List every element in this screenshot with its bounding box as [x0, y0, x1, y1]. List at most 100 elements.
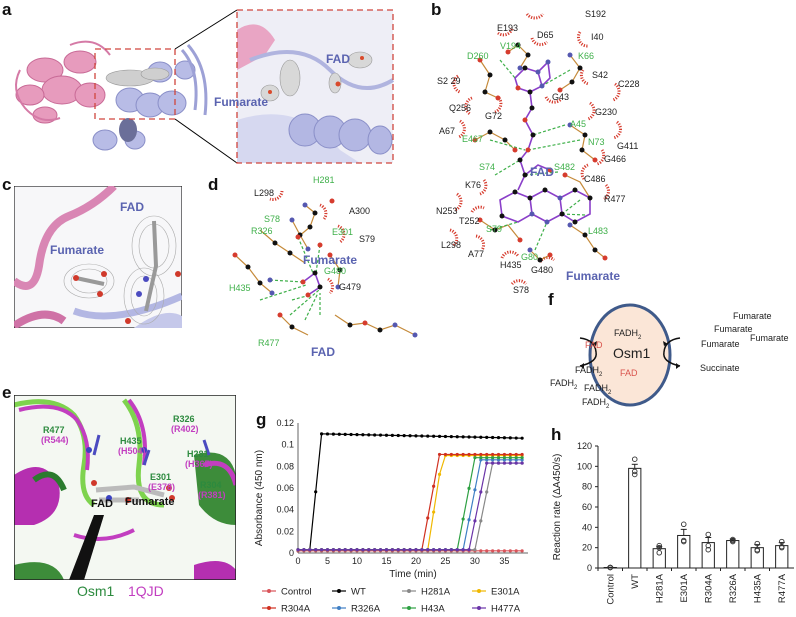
panel-f-fumarate-pool-2: Fumarate [714, 324, 753, 334]
residue-label: S2 29 [437, 76, 461, 86]
residue-1qjd-label: (E378) [148, 482, 176, 492]
residue-label: S78 [513, 285, 530, 295]
residue-label: G72 [485, 111, 503, 121]
svg-text:R326A: R326A [728, 573, 739, 603]
residue-osm1-label: R477 [43, 425, 65, 435]
panel-f-fadh2-pool-1: FADH2 [550, 378, 578, 391]
residue-osm1-label: R304 [200, 480, 222, 490]
svg-text:0.02: 0.02 [276, 526, 294, 536]
svg-text:H477A: H477A [491, 604, 521, 615]
svg-text:H281A: H281A [421, 587, 451, 598]
panel-label-a: a [2, 0, 12, 19]
residue-label: R326 [251, 226, 273, 236]
residue-label: C228 [618, 79, 640, 89]
residue-label: D65 [537, 30, 554, 40]
panel-a-fad-label: FAD [326, 52, 350, 66]
residue-osm1-label: H435 [120, 436, 142, 446]
svg-text:20: 20 [582, 543, 592, 553]
residue-label: K66 [578, 51, 595, 61]
svg-text:10: 10 [352, 556, 362, 566]
svg-text:E301A: E301A [679, 573, 690, 602]
svg-text:30: 30 [470, 556, 480, 566]
panel-g-line-chart: 0 0.02 0.04 0.06 0.08 0.1 0.12 0 5 10 15 20 25 30 35 Ti… [254, 418, 528, 615]
residue-osm1-label: R326 [173, 414, 195, 424]
residue-label: L298 [254, 188, 275, 198]
svg-text:E301A: E301A [491, 587, 520, 598]
residue-label: A77 [468, 249, 485, 259]
residue-label: E467 [462, 134, 484, 144]
residue-label: G411 [617, 141, 639, 151]
svg-text:0.12: 0.12 [276, 418, 294, 428]
residue-label: D260 [467, 51, 489, 61]
panel-h-bar-chart: 0 20 40 60 80 100 120 Reaction rate (ΔA450/s) Co… [552, 441, 794, 605]
residue-label: E301 [332, 227, 354, 237]
panel-b-ligplot [449, 12, 622, 286]
panel-b-fumarate-label: Fumarate [566, 269, 621, 283]
residue-label: G480 [324, 266, 347, 276]
svg-text:60: 60 [582, 502, 592, 512]
panel-label-e: e [2, 383, 12, 402]
residue-label: G230 [595, 107, 618, 117]
residue-label: A300 [349, 206, 371, 216]
panel-a-fumarate-label: Fumarate [214, 95, 269, 109]
panel-label-c: c [2, 175, 12, 194]
panel-label-h: h [551, 425, 562, 444]
panel-f-fumarate-pool-1: Fumarate [733, 311, 772, 321]
svg-text:R304A: R304A [281, 604, 311, 615]
svg-text:Control: Control [605, 574, 616, 605]
residue-1qjd-label: (R544) [41, 435, 69, 445]
panel-f-succinate: Succinate [700, 363, 740, 373]
panel-f-fumarate-pool-3: Fumarate [750, 333, 789, 343]
svg-text:H435A: H435A [752, 573, 763, 603]
residue-label: Q256 [449, 103, 472, 113]
svg-text:25: 25 [440, 556, 450, 566]
residue-label: T252 [459, 216, 480, 226]
svg-text:Time (min): Time (min) [389, 569, 436, 580]
svg-text:R477A: R477A [777, 573, 788, 603]
svg-text:35: 35 [499, 556, 509, 566]
panel-e-fumarate-label: Fumarate [125, 496, 175, 508]
panel-f-fad-left: FAD [585, 340, 603, 350]
panel-e-overlay [14, 395, 236, 580]
residue-label: G43 [552, 92, 570, 102]
panel-label-f: f [548, 290, 554, 309]
svg-text:WT: WT [351, 587, 366, 598]
panel-label-b: b [431, 0, 442, 19]
residue-label: A67 [439, 126, 456, 136]
panel-f-enzyme-label: Osm1 [613, 345, 651, 361]
panel-f-fadh2-inside: FADH2 [614, 328, 642, 341]
svg-text:5: 5 [325, 556, 330, 566]
svg-text:R326A: R326A [351, 604, 381, 615]
svg-text:R304A: R304A [703, 573, 714, 603]
svg-text:0.06: 0.06 [276, 483, 294, 493]
residue-label: S79 [486, 224, 503, 234]
residue-label: S482 [554, 162, 576, 172]
residue-1qjd-label: (R402) [171, 424, 199, 434]
svg-text:Absorbance (450 nm): Absorbance (450 nm) [254, 450, 265, 546]
panel-label-g: g [256, 410, 267, 429]
svg-text:100: 100 [577, 461, 592, 471]
residue-label: H435 [500, 260, 522, 270]
residue-label: K76 [465, 180, 482, 190]
residue-label: G480 [531, 265, 554, 275]
panel-f-fad-inside: FAD [620, 368, 638, 378]
residue-label: S192 [585, 9, 607, 19]
residue-label: I40 [591, 32, 604, 42]
panel-d-fad-label: FAD [311, 345, 335, 359]
svg-text:0: 0 [289, 548, 294, 558]
panel-f-diagram [579, 303, 681, 407]
residue-1qjd-label: (R381) [198, 490, 226, 500]
panel-e-fad-label: FAD [91, 498, 113, 510]
svg-text:20: 20 [411, 556, 421, 566]
panel-d-ligplot [232, 190, 418, 338]
residue-label: L483 [588, 226, 609, 236]
residue-label: N73 [588, 137, 605, 147]
svg-text:0.08: 0.08 [276, 461, 294, 471]
residue-label: V194 [500, 41, 522, 51]
residue-label: H435 [229, 283, 251, 293]
residue-label: E193 [497, 23, 519, 33]
svg-text:0: 0 [295, 556, 300, 566]
svg-text:80: 80 [582, 482, 592, 492]
residue-label: G466 [604, 154, 627, 164]
panel-f-fadh2-left: FADH2 [575, 365, 603, 378]
